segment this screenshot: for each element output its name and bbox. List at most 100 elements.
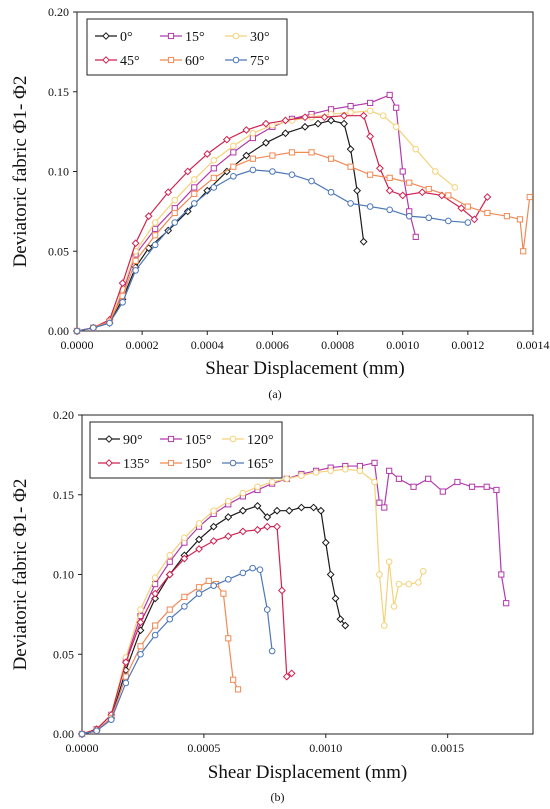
data-point [356, 467, 364, 475]
legend-label: 150° [185, 457, 212, 472]
series-line [76, 110, 456, 332]
data-point [191, 184, 198, 191]
data-point [191, 190, 198, 197]
data-point [418, 188, 427, 197]
data-point [457, 204, 466, 213]
data-point [137, 650, 144, 658]
x-tick-label: 0.0012 [451, 338, 484, 352]
data-point [431, 168, 439, 175]
data-point [425, 214, 433, 222]
legend-marker [232, 56, 240, 64]
y-tick-label: 0.15 [53, 488, 74, 502]
data-point [180, 554, 189, 563]
data-point [151, 219, 159, 226]
data-point [195, 584, 203, 591]
series-line [81, 468, 424, 735]
legend-marker [229, 459, 237, 467]
data-point [283, 475, 291, 483]
data-point [327, 467, 334, 475]
data-point [483, 193, 492, 201]
y-tick-label: 0.05 [53, 647, 74, 661]
legend-marker [102, 32, 110, 40]
data-point [263, 513, 272, 521]
data-point [269, 152, 276, 159]
data-point [298, 472, 305, 479]
y-tick-label: 0.15 [48, 85, 69, 99]
data-point [347, 109, 354, 116]
data-point [107, 716, 115, 723]
data-point [118, 279, 127, 288]
data-point [195, 535, 203, 544]
data-point [131, 239, 140, 248]
data-point [249, 166, 257, 174]
data-point [493, 486, 500, 494]
data-point [262, 138, 270, 147]
data-point [230, 172, 237, 180]
data-point [152, 225, 159, 233]
data-point [281, 129, 290, 138]
data-point [412, 145, 420, 153]
data-point [151, 631, 159, 639]
data-point [209, 537, 218, 545]
series-2 [78, 465, 427, 738]
y-tick-label: 0.20 [48, 5, 69, 19]
y-tick-label: 0.00 [53, 727, 74, 741]
data-point [470, 215, 479, 224]
data-point [366, 203, 374, 210]
data-point [386, 206, 393, 214]
data-point [238, 506, 247, 515]
data-point [195, 545, 203, 553]
data-point [222, 135, 231, 144]
data-point [268, 647, 276, 655]
data-point [268, 478, 276, 486]
data-point [210, 174, 217, 181]
legend-marker [167, 56, 175, 64]
series-line [81, 526, 292, 735]
data-point [346, 145, 355, 154]
panel-caption: (b) [271, 790, 285, 804]
data-point [230, 676, 237, 683]
data-point [78, 730, 86, 738]
data-point [137, 606, 144, 613]
data-point [249, 564, 256, 572]
data-point [327, 188, 335, 196]
data-point [425, 475, 432, 482]
data-point [415, 579, 422, 586]
data-point [380, 622, 388, 629]
x-tick-label: 0.0000 [61, 338, 94, 352]
data-point [464, 219, 472, 226]
data-point [171, 209, 178, 217]
data-point [253, 502, 262, 510]
data-point [359, 111, 368, 120]
data-point [483, 483, 490, 490]
data-point [367, 99, 374, 107]
data-point [151, 574, 159, 581]
data-point [340, 111, 348, 120]
data-point [254, 483, 261, 491]
legend-marker [229, 435, 237, 443]
data-point [287, 669, 296, 678]
series-line [81, 505, 346, 735]
series-line [76, 169, 468, 332]
legend-label: 15° [185, 30, 205, 45]
legend-item: 150° [160, 457, 212, 472]
data-point [224, 513, 233, 521]
data-point [526, 193, 533, 201]
y-tick-label: 0.05 [48, 244, 69, 258]
data-point [385, 558, 393, 566]
data-point [301, 113, 309, 122]
data-point [503, 600, 510, 607]
data-point [308, 149, 315, 156]
data-point [238, 527, 247, 536]
data-point [347, 200, 354, 207]
data-point [89, 324, 97, 332]
data-point [273, 522, 281, 531]
y-tick-label: 0.10 [48, 165, 69, 179]
data-point [224, 532, 233, 541]
panel-b: 0.0000 0.0005 0.0010 0.0015 0.00 0.05 0.10 0.15… [10, 408, 534, 804]
data-point [106, 319, 113, 327]
legend-item: 135° [98, 457, 150, 472]
data-point [347, 163, 354, 170]
data-point [405, 580, 412, 588]
